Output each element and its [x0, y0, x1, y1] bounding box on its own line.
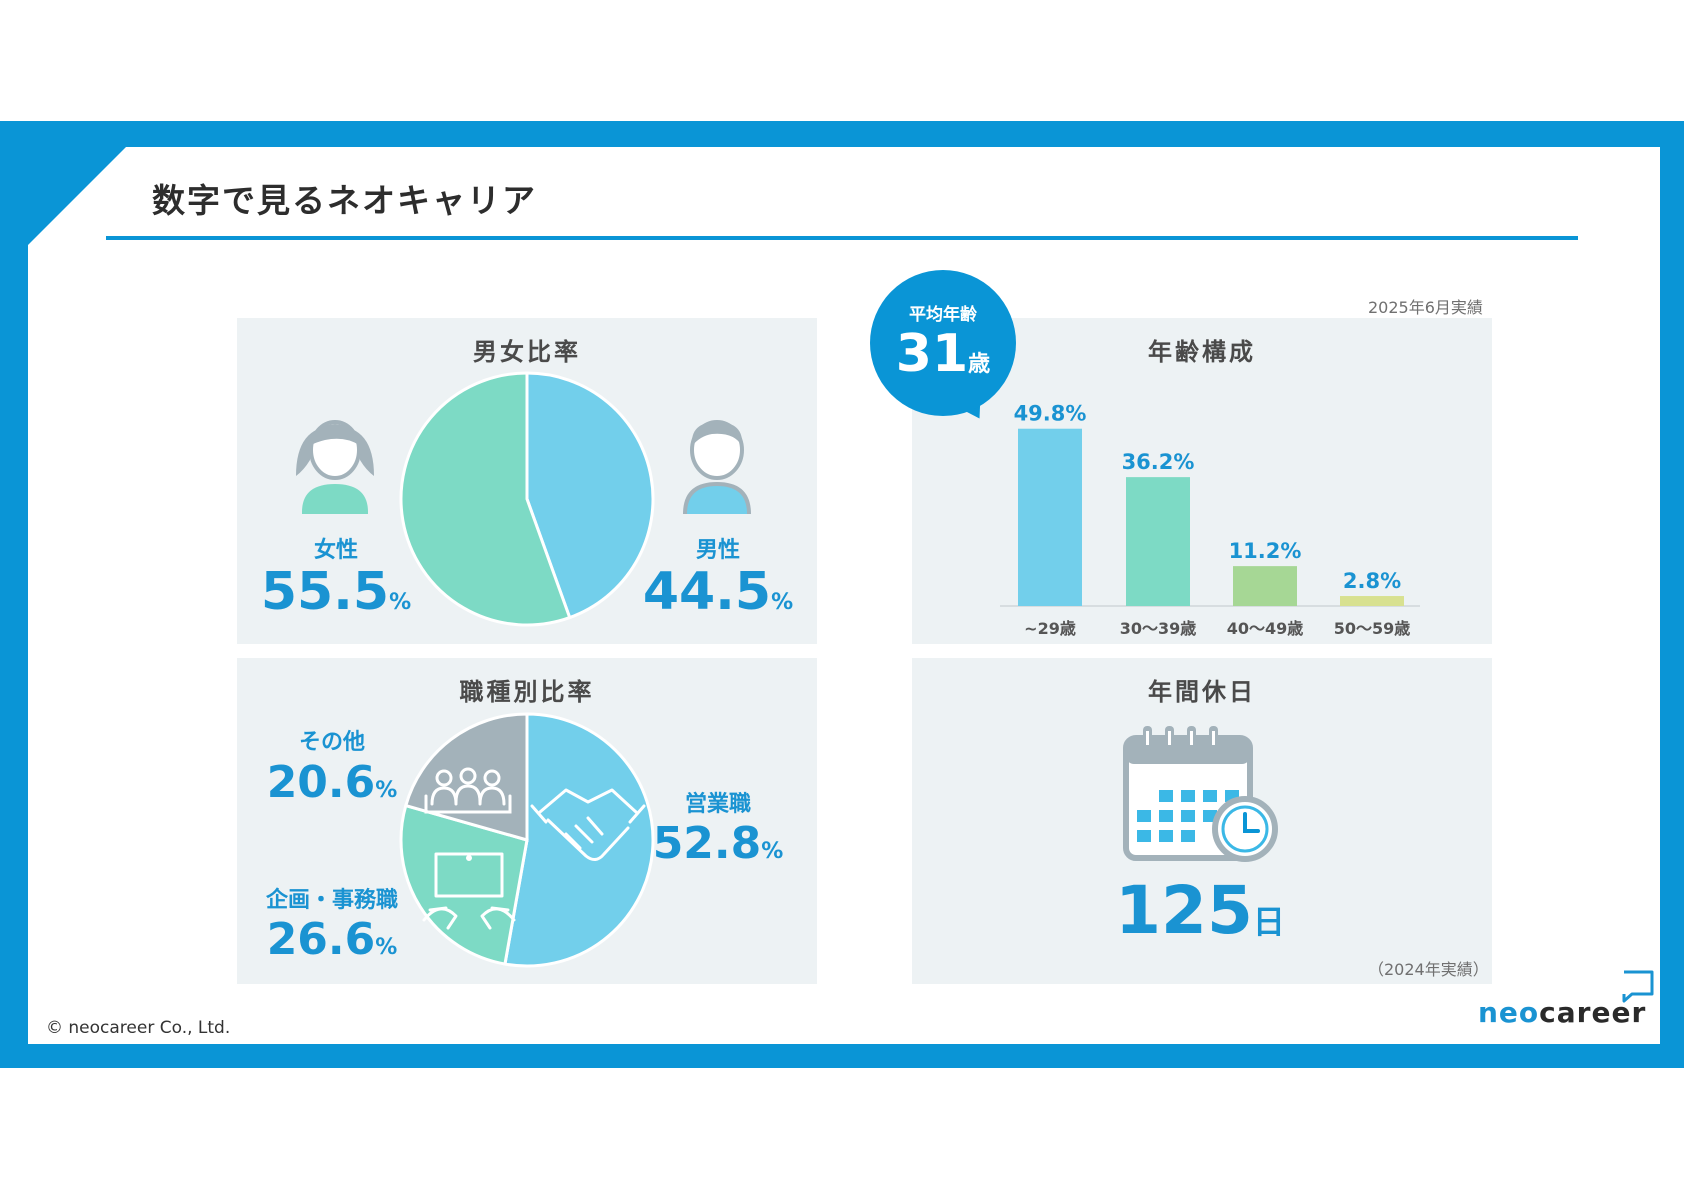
age-panel-title: 年齢構成 [1148, 338, 1256, 366]
gender-panel-title: 男女比率 [473, 338, 581, 366]
page-title: 数字で見るネオキャリア [152, 181, 537, 220]
pie-slice-planning [399, 803, 529, 966]
logo-speech-bubble-icon [1622, 970, 1654, 1003]
planning-value: 26.6 [266, 914, 376, 965]
male-icon [683, 420, 751, 515]
average-age-unit: 歳 [968, 352, 991, 377]
age-note: 2025年6月実績 [1368, 298, 1483, 317]
title-underline [106, 236, 1578, 240]
average-age-label: 平均年齢 [909, 305, 977, 325]
average-age-bubble: 平均年齢 31歳 [870, 270, 1016, 416]
holidays-unit: 日 [1252, 903, 1285, 941]
other-value-wrap: 20.6% [232, 757, 432, 808]
planning-label: 企画・事務職 [265, 888, 398, 913]
age-category-label: 50〜59歳 [1334, 619, 1411, 638]
copyright: © neocareer Co., Ltd. [46, 1018, 231, 1038]
laptop-icon [422, 852, 516, 930]
sales-value-wrap: 52.8% [618, 818, 818, 869]
sales-value: 52.8 [652, 818, 762, 869]
pie-slice-male [525, 371, 655, 620]
planning-value-wrap: 26.6% [232, 914, 432, 965]
male-value: 44.5 [642, 562, 772, 622]
planning-unit: % [375, 935, 398, 960]
pie-slice-female [399, 371, 572, 627]
age-bar-value-label: 36.2% [1122, 450, 1195, 474]
male-unit: % [771, 590, 794, 615]
holidays-value-wrap: 125日 [1060, 878, 1340, 944]
female-icon [296, 420, 374, 514]
age-bar [1340, 596, 1404, 606]
female-label: 女性 [313, 538, 358, 563]
pie-slice-other [403, 712, 529, 842]
neocareer-logo: neocareer [1478, 996, 1646, 1029]
age-bar [1126, 477, 1190, 606]
male-value-wrap: 44.5% [618, 566, 818, 618]
handshake-icon [530, 788, 646, 861]
female-value: 55.5 [260, 562, 390, 622]
sales-unit: % [761, 839, 784, 864]
meeting-icon [424, 767, 512, 814]
sales-label: 営業職 [684, 792, 751, 817]
holidays-panel-title: 年間休日 [1148, 678, 1256, 706]
holidays-value: 125 [1115, 872, 1253, 949]
age-bar [1233, 566, 1297, 606]
other-label: その他 [298, 730, 365, 755]
other-unit: % [375, 778, 398, 803]
age-category-label: 30〜39歳 [1120, 619, 1197, 638]
pie-slice-sales [503, 712, 655, 968]
male-label: 男性 [695, 538, 740, 563]
age-bar-value-label: 2.8% [1343, 569, 1401, 593]
age-category-label: ~29歳 [1024, 619, 1076, 638]
holidays-note: （2024年実績） [1368, 960, 1489, 979]
age-bar [1018, 428, 1082, 606]
jobs-panel-title: 職種別比率 [459, 678, 595, 706]
average-age-value-wrap: 31歳 [870, 328, 1016, 380]
logo-neo: neo [1478, 996, 1540, 1029]
age-category-label: 40〜49歳 [1227, 619, 1304, 638]
other-value: 20.6 [266, 757, 376, 808]
average-age-value: 31 [895, 324, 969, 384]
female-value-wrap: 55.5% [236, 566, 436, 618]
age-bar-value-label: 11.2% [1229, 539, 1302, 563]
logo-career: career [1539, 996, 1647, 1029]
age-bar-value-label: 49.8% [1014, 402, 1087, 426]
female-unit: % [389, 590, 412, 615]
